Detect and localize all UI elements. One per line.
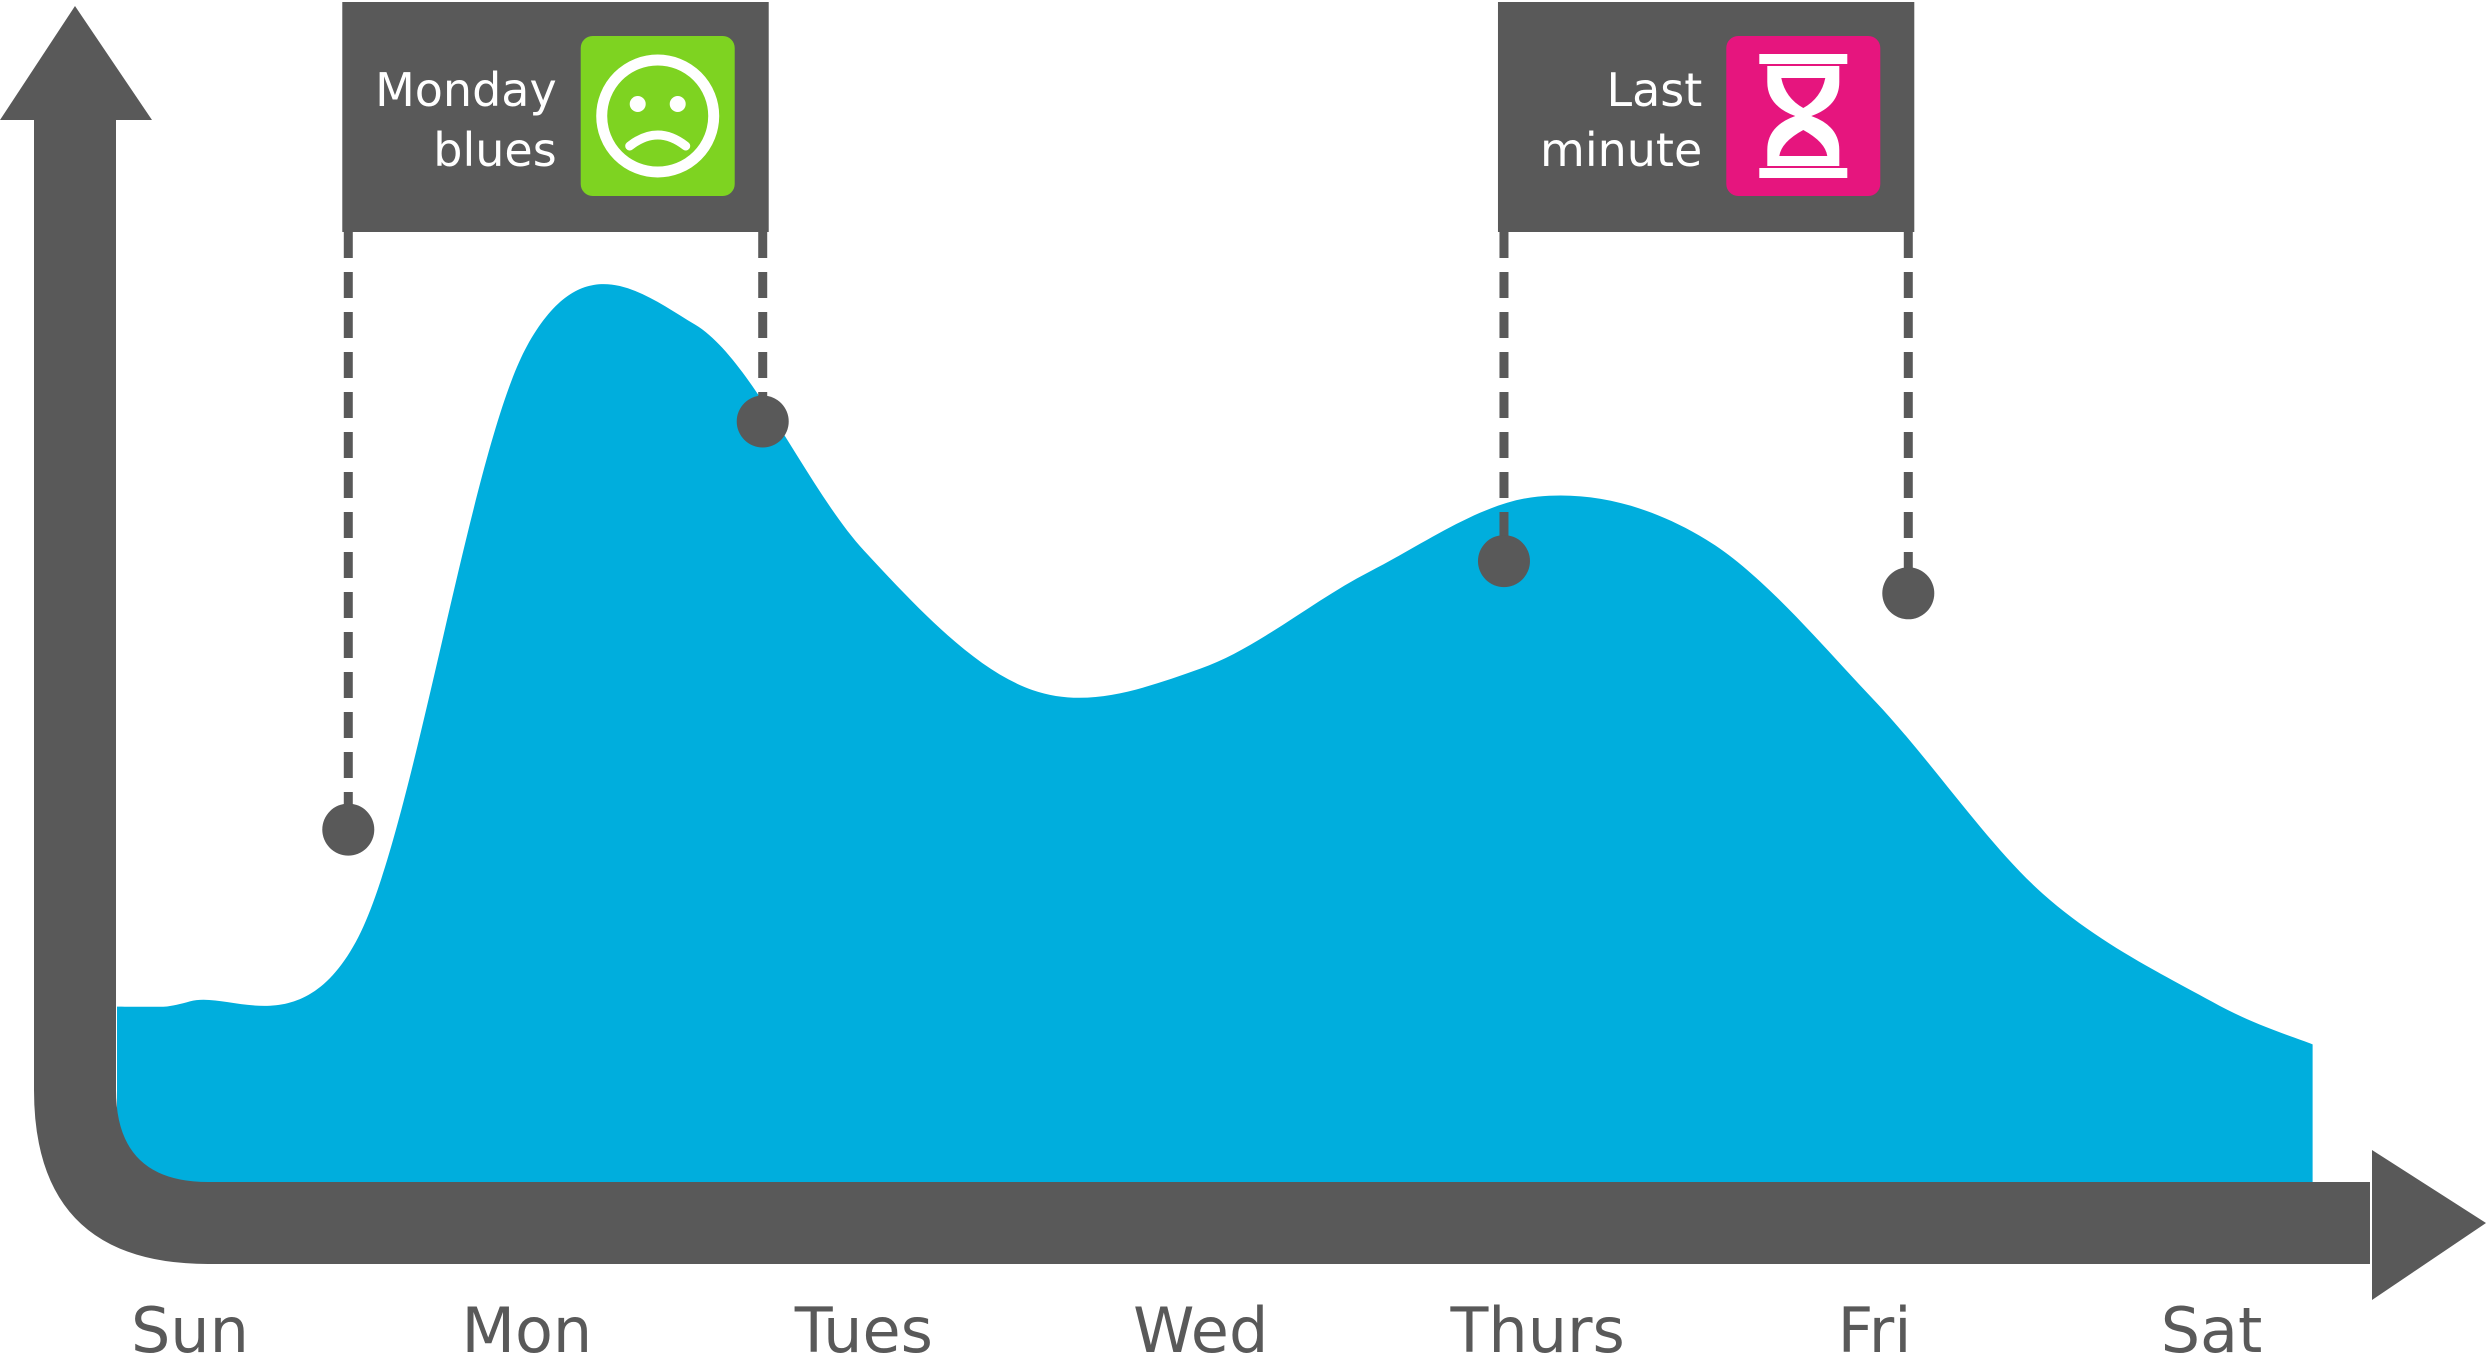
x-tick-label-sat: Sat	[2161, 1294, 2263, 1356]
x-tick-label-sun: Sun	[131, 1294, 249, 1356]
callout-0: Monday blues	[342, 2, 769, 232]
callout-guides	[343, 232, 1913, 830]
data-marker	[1477, 535, 1530, 588]
callout-text-line: blues	[433, 123, 556, 177]
area-fill	[117, 284, 2313, 1186]
callout-text-line: Monday	[375, 63, 557, 117]
callout-text-line: minute	[1540, 123, 1702, 177]
x-tick-label-tues: Tues	[794, 1294, 933, 1356]
data-marker	[1882, 567, 1935, 620]
x-tick-label-thurs: Thurs	[1450, 1294, 1625, 1356]
area-fill-corner	[117, 1006, 212, 1186]
x-axis-arrowhead	[2372, 1150, 2486, 1300]
area-series	[117, 284, 2313, 1186]
y-axis-arrowhead	[0, 6, 152, 120]
axes	[0, 6, 2486, 1300]
callout-1: Last minute	[1497, 2, 1915, 232]
data-marker	[322, 803, 375, 856]
callouts: Monday blues Last minute	[342, 2, 1915, 232]
data-marker	[736, 395, 789, 448]
markers	[322, 395, 1935, 856]
x-tick-label-wed: Wed	[1133, 1294, 1268, 1356]
x-tick-label-mon: Mon	[461, 1294, 592, 1356]
x-tick-labels: Sun Mon Tues Wed Thurs Fri Sat	[131, 1294, 2262, 1356]
x-tick-label-fri: Fri	[1838, 1294, 1912, 1356]
callout-text-line: Last	[1606, 63, 1702, 117]
hourglass-icon	[1759, 54, 1848, 178]
sad-face-icon	[596, 54, 720, 178]
